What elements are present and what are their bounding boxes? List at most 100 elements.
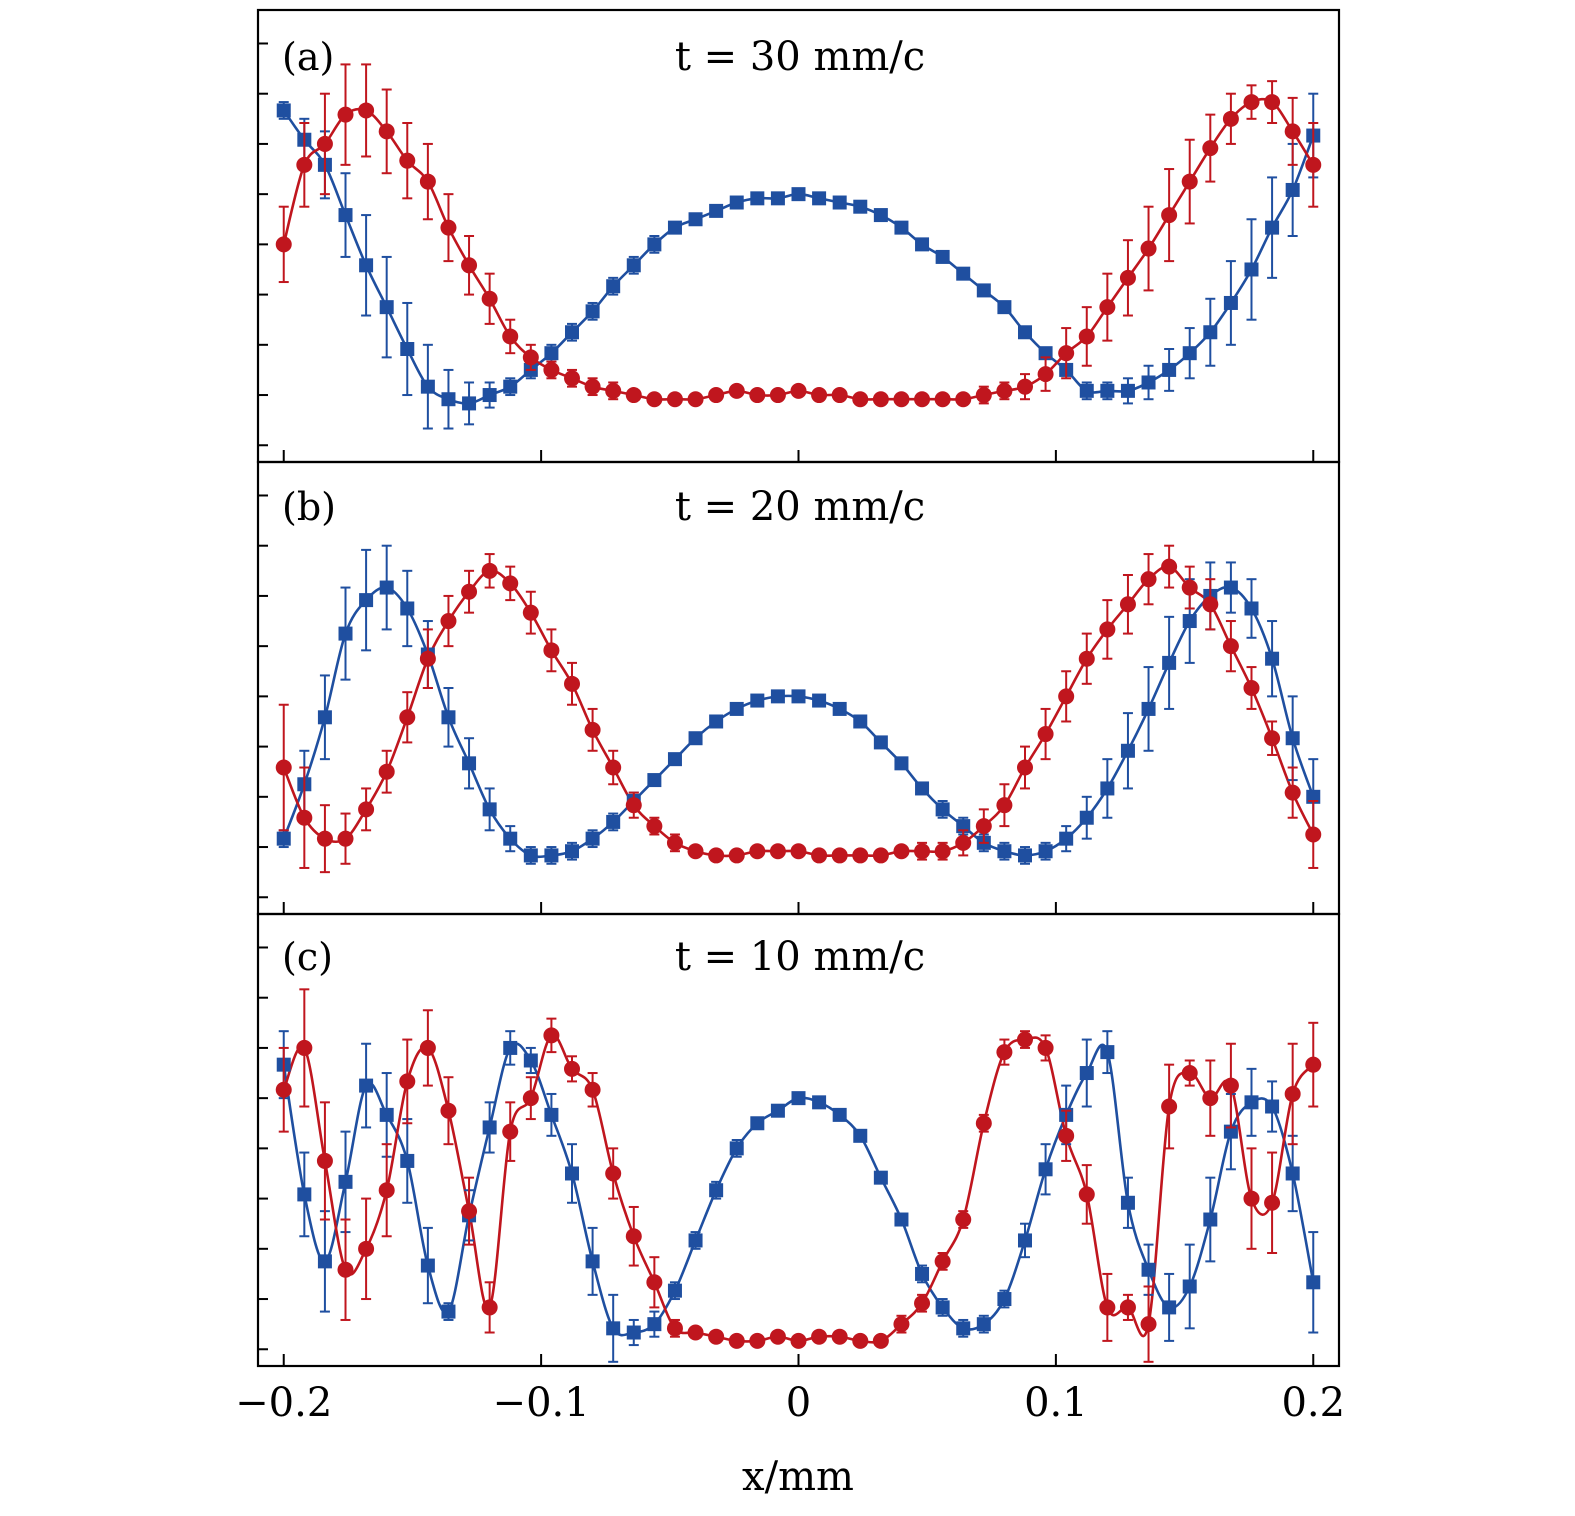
panel-c-red-point bbox=[975, 1115, 992, 1132]
panel-c-blue-point bbox=[976, 1317, 991, 1332]
panel-c-blue-point bbox=[647, 1317, 662, 1332]
panel-a-red-point bbox=[687, 391, 704, 408]
panel-a-red-point bbox=[955, 391, 972, 408]
panel-c-red-point bbox=[914, 1295, 931, 1312]
panel-b-fits bbox=[282, 565, 1315, 859]
panel-c-red-point bbox=[399, 1073, 416, 1090]
panel-c-blue-point bbox=[729, 1141, 744, 1156]
panel-b-blue-point bbox=[853, 714, 868, 729]
panel-b-red-point bbox=[275, 759, 292, 776]
panel-b-label: (b) bbox=[282, 485, 336, 529]
panel-b-red-point bbox=[646, 818, 663, 835]
panel-b-blue-point bbox=[1141, 701, 1156, 716]
panel-a-red-point bbox=[440, 219, 457, 236]
panel-c-blue-point bbox=[997, 1292, 1012, 1307]
panel-b-blue-point bbox=[1223, 580, 1238, 595]
panel-c-red-point bbox=[337, 1261, 354, 1278]
panel-c-blue-point bbox=[1100, 1045, 1115, 1060]
x-tick-label: 0.1 bbox=[1024, 1380, 1088, 1426]
panel-a-title: t = 30 mm/c bbox=[675, 34, 925, 80]
x-axis-title: x/mm bbox=[742, 1454, 854, 1500]
panel-a-red-point bbox=[708, 387, 725, 404]
panel-a-red-point bbox=[296, 156, 313, 173]
panel-b-fit-blue bbox=[282, 585, 1315, 859]
panel-a-red-point bbox=[543, 361, 560, 378]
panel-c-red-point bbox=[1202, 1090, 1219, 1107]
panel-b-blue-point bbox=[997, 844, 1012, 859]
panel-a-red-point bbox=[1099, 299, 1116, 316]
panel-b-red-point bbox=[1161, 558, 1178, 575]
panel-b-red-point bbox=[996, 797, 1013, 814]
x-tick-label: 0 bbox=[786, 1380, 811, 1426]
panel-a-blue-point bbox=[1017, 325, 1032, 340]
panel-a-blue-point bbox=[359, 258, 374, 273]
panel-a-blue-point bbox=[832, 195, 847, 210]
panel-c-fits bbox=[282, 1033, 1315, 1344]
panel-c-red-point bbox=[955, 1211, 972, 1228]
panel-a-red-point bbox=[914, 391, 931, 408]
panel-b-blue-point bbox=[873, 735, 888, 750]
panel-c-blue-point bbox=[317, 1254, 332, 1269]
panel-b-blue-point bbox=[338, 626, 353, 641]
panel-a-red-point bbox=[1078, 328, 1095, 345]
panel-b-blue-point bbox=[729, 701, 744, 716]
panel-b-blue-point bbox=[1120, 743, 1135, 758]
panel-c-blue-point bbox=[359, 1078, 374, 1093]
panel-c-red-point bbox=[646, 1274, 663, 1291]
x-tick-labels: −0.2 −0.1 0 0.1 0.2 bbox=[235, 1380, 1345, 1426]
panel-c-blue-point bbox=[420, 1258, 435, 1273]
panel-c-red-point bbox=[1037, 1039, 1054, 1056]
panel-b-blue-point bbox=[462, 756, 477, 771]
panel-b-blue-point bbox=[585, 831, 600, 846]
panel-a-blue-point bbox=[1100, 383, 1115, 398]
panel-c-red-point bbox=[934, 1253, 951, 1270]
panel-c-blue-point bbox=[379, 1107, 394, 1122]
panel-a-blue-point bbox=[770, 191, 785, 206]
panel-b-blue-point bbox=[1017, 848, 1032, 863]
panel-b-blue-point bbox=[482, 802, 497, 817]
panel-c-red-point bbox=[1058, 1127, 1075, 1144]
panel-b-red-point bbox=[502, 575, 519, 592]
panel-a-blue-point bbox=[400, 342, 415, 356]
panel-b-red-point bbox=[1264, 730, 1281, 747]
panel-c-blue-point bbox=[1120, 1195, 1135, 1210]
panel-a-red-point bbox=[275, 236, 292, 253]
panel-b-red-point bbox=[337, 830, 354, 847]
panel-c-blue-point bbox=[770, 1103, 785, 1118]
panel-c-blue-point bbox=[1182, 1279, 1197, 1294]
panel-c-blue-point bbox=[400, 1153, 415, 1168]
panel-a-blue-point bbox=[1079, 383, 1094, 398]
panel-b-blue-point bbox=[544, 848, 559, 863]
panel-c-blue-point bbox=[1162, 1300, 1177, 1315]
panel-c-red-point bbox=[769, 1328, 786, 1345]
panel-c-red-point bbox=[1140, 1316, 1157, 1333]
panel-c-blue-point bbox=[565, 1166, 580, 1181]
panel-b-blue-point bbox=[832, 701, 847, 716]
panel-a-blue-point bbox=[894, 220, 909, 235]
panel-b-blue-point bbox=[667, 752, 682, 767]
panel-a-blue-point bbox=[709, 203, 724, 218]
panel-a-blue-point bbox=[688, 212, 703, 227]
panel-b-red-point bbox=[1284, 784, 1301, 801]
panel-c-blue-point bbox=[873, 1170, 888, 1185]
panel-b-red-point bbox=[605, 759, 622, 776]
panel-c-points bbox=[275, 988, 1322, 1363]
panel-a-red-point bbox=[316, 135, 333, 152]
panel-b-fit-red bbox=[282, 565, 1315, 858]
panel-b-red-point bbox=[1140, 571, 1157, 588]
panel-a-red-point bbox=[378, 123, 395, 140]
panel-a-red-point bbox=[605, 382, 622, 399]
panel-c-blue-point bbox=[1265, 1099, 1280, 1114]
panel-b-red-point bbox=[378, 763, 395, 780]
panel-c-red-point bbox=[522, 1090, 539, 1107]
panel-b-blue-point bbox=[441, 710, 456, 725]
panel-b-blue-point bbox=[1162, 655, 1177, 670]
panel-c-blue-point bbox=[750, 1116, 765, 1131]
panel-c-blue-point bbox=[1244, 1095, 1259, 1110]
panel-a-ticks bbox=[258, 42, 1315, 462]
panel-b-ticks bbox=[258, 494, 1315, 914]
panel-c-blue-point bbox=[1141, 1262, 1156, 1277]
panel-a-red-point bbox=[1284, 123, 1301, 140]
panel-a-blue-point bbox=[997, 300, 1012, 315]
panel-a-fits bbox=[282, 97, 1315, 405]
